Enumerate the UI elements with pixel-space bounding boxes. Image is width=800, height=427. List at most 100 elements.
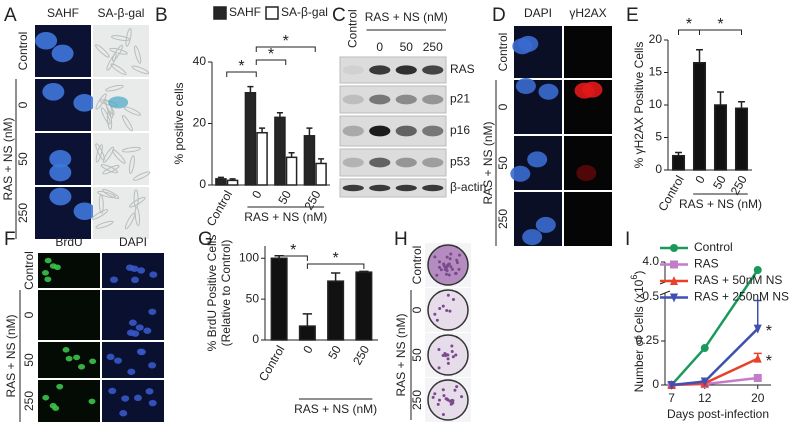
- colony: [450, 267, 454, 271]
- bar: [256, 131, 268, 186]
- nucleus: [121, 395, 130, 402]
- panel-letter: A: [4, 5, 17, 26]
- panel-letter: H: [394, 229, 408, 250]
- cell-outline: [95, 220, 114, 229]
- cell-outline: [112, 44, 123, 62]
- column-header: DAPI: [119, 235, 147, 249]
- cell-outline: [106, 53, 117, 71]
- micrograph: [564, 136, 612, 190]
- colony: [453, 388, 457, 392]
- panel-letter: C: [332, 5, 346, 26]
- x-tick-label: 0: [300, 343, 316, 356]
- nucleus: [522, 229, 543, 246]
- error-bar: [229, 178, 236, 181]
- y-tick-label: 0: [652, 377, 659, 391]
- legend-label: SA-β-gal: [281, 5, 328, 19]
- row-label: 250: [16, 203, 30, 223]
- y-axis-label: % BrdU Positive Cells: [205, 235, 219, 352]
- legend-label: RAS + 50nM NS: [694, 273, 782, 287]
- nucleus: [114, 357, 123, 364]
- significance-bracket: [255, 46, 316, 52]
- cell-outline: [100, 164, 119, 174]
- panel-letter: D: [492, 5, 506, 26]
- significance-label: *: [717, 16, 723, 33]
- row-label: 50: [410, 348, 424, 362]
- colony: [455, 385, 459, 389]
- point: [753, 353, 762, 363]
- band: [395, 157, 417, 168]
- colony: [446, 263, 450, 267]
- nucleus: [73, 94, 96, 112]
- lane-label: Control: [345, 9, 359, 48]
- band: [422, 184, 444, 192]
- lane-label: 0: [376, 40, 383, 54]
- error-bar: [753, 299, 762, 329]
- colony: [457, 267, 461, 271]
- colony: [451, 297, 455, 301]
- column-header: SA-β-gal: [98, 6, 145, 20]
- cell-outline: [105, 84, 124, 92]
- y-tick-label: 4.0: [642, 254, 659, 268]
- colony: [442, 262, 446, 266]
- nucleus: [130, 265, 139, 272]
- x-tick-label: 0: [249, 188, 265, 201]
- blot-strip: [339, 178, 447, 198]
- x-tick-label: Control: [204, 188, 235, 229]
- nucleus: [89, 358, 97, 365]
- y-axis-label: % γH2AX Positive Cells: [632, 42, 646, 169]
- nucleus: [62, 347, 70, 353]
- cell-outline: [91, 209, 109, 220]
- colony: [457, 253, 461, 257]
- nucleus: [576, 165, 597, 182]
- colony: [444, 397, 448, 401]
- column-header: γH2AX: [569, 6, 606, 20]
- micrograph: [564, 26, 612, 78]
- row-label: Control: [16, 32, 30, 71]
- bar: [315, 162, 327, 186]
- x-tick-label: 50: [275, 188, 294, 207]
- group-label: RAS + NS (nM): [244, 210, 327, 224]
- colony: [439, 268, 443, 272]
- colony: [450, 349, 454, 353]
- row-label: Control: [496, 33, 510, 72]
- nucleus: [44, 276, 52, 283]
- cell-outline: [131, 65, 150, 75]
- colony: [460, 395, 464, 399]
- band-label: p16: [450, 123, 470, 137]
- y-tick-label: 0: [199, 177, 206, 191]
- legend-label: RAS: [694, 257, 719, 271]
- panel-letter: G: [198, 229, 213, 250]
- band: [395, 94, 417, 105]
- cell-outline: [95, 44, 110, 58]
- error-bar: [276, 111, 283, 118]
- row-label: Control: [410, 246, 424, 285]
- nucleus: [51, 44, 74, 63]
- error-bar: [696, 49, 703, 63]
- y-tick-label: 40: [193, 54, 207, 68]
- band: [422, 157, 444, 168]
- cell-outline: [102, 164, 120, 175]
- colony: [445, 308, 449, 312]
- nucleus: [49, 187, 72, 206]
- row-label: Control: [22, 251, 36, 290]
- cell-outline: [123, 106, 142, 116]
- point: [753, 373, 762, 382]
- cell-outline: [106, 110, 113, 130]
- nucleus: [135, 324, 144, 331]
- colony: [449, 265, 453, 269]
- panel-letter: B: [155, 5, 168, 26]
- cell-outline: [95, 93, 107, 110]
- column-header: BrdU: [55, 235, 82, 249]
- band: [369, 94, 391, 105]
- nucleus: [73, 354, 81, 361]
- colony: [436, 402, 440, 406]
- bar: [244, 92, 257, 186]
- nucleus: [148, 399, 157, 407]
- bar: [303, 135, 316, 186]
- nucleus: [535, 216, 556, 233]
- colony: [446, 353, 450, 357]
- nucleus: [128, 319, 137, 326]
- nucleus: [65, 355, 73, 362]
- legend-label: RAS + 250nM NS: [694, 290, 789, 304]
- colony: [437, 366, 441, 370]
